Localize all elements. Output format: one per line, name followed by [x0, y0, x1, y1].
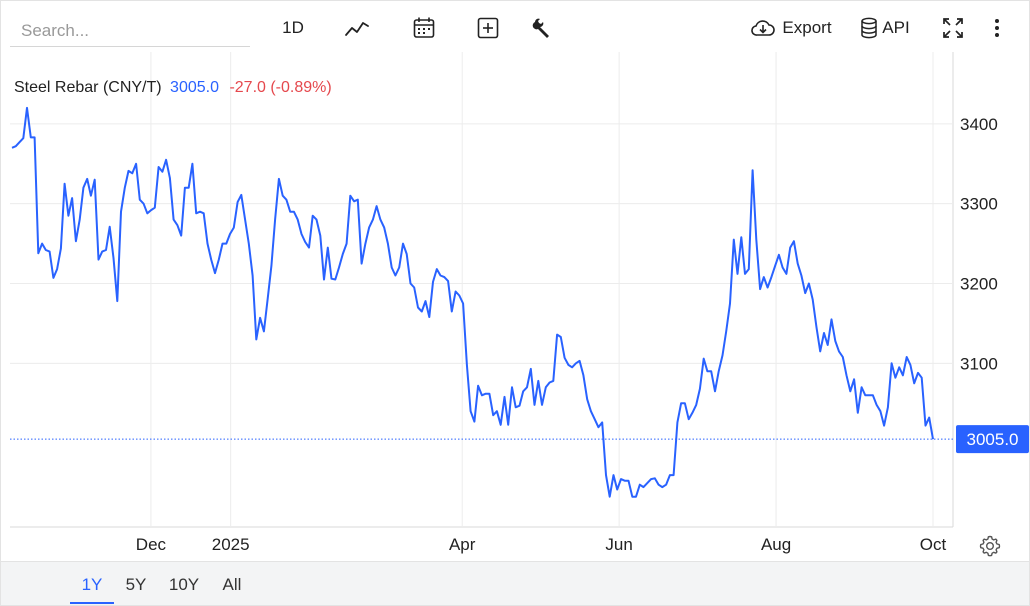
api-label: API: [882, 18, 910, 37]
y-tick-label: 3300: [960, 195, 998, 214]
x-tick-label: Apr: [449, 535, 476, 554]
x-tick-label: 2025: [212, 535, 250, 554]
x-tick-label: Jun: [605, 535, 632, 554]
range-tab-10y[interactable]: 10Y: [168, 575, 200, 594]
line-chart-icon: [345, 22, 369, 36]
date-range-button[interactable]: [409, 14, 439, 42]
symbol-search[interactable]: [10, 15, 250, 47]
range-tab-all[interactable]: All: [222, 575, 242, 594]
search-input[interactable]: [10, 15, 250, 46]
y-tick-label: 3400: [960, 115, 998, 134]
price-line: [11, 106, 934, 498]
export-button[interactable]: Export: [746, 14, 836, 42]
last-price-badge: [956, 425, 1029, 454]
interval-button[interactable]: 1D: [282, 18, 304, 37]
legend-symbol-name: Steel Rebar (CNY/T): [14, 79, 162, 96]
cloud-download-icon: [751, 20, 776, 36]
legend-price-change: -27.0 (-0.89%): [229, 79, 332, 96]
wrench-icon: [532, 18, 549, 38]
chart-settings-button[interactable]: [978, 534, 1002, 558]
chart-legend: Steel Rebar (CNY/T) 3005.0 -27.0 (-0.89%…: [14, 79, 332, 97]
x-tick-label: Oct: [920, 535, 947, 554]
fullscreen-button[interactable]: [938, 14, 968, 42]
more-vertical-icon: [995, 19, 999, 37]
range-selector: 1Y 5Y 10Y All: [1, 561, 1029, 605]
range-tab-5y[interactable]: 5Y: [125, 575, 147, 594]
add-comparison-button[interactable]: [473, 14, 503, 42]
chart-type-button[interactable]: [342, 14, 372, 42]
calendar-icon: [413, 17, 435, 38]
last-price-label: 3005.0: [967, 430, 1019, 449]
x-tick-label: Dec: [136, 535, 167, 554]
range-tab-1y[interactable]: 1Y: [70, 562, 114, 604]
gear-icon: [979, 535, 1001, 557]
y-tick-label: 3100: [960, 354, 998, 373]
api-button[interactable]: API: [856, 14, 914, 42]
database-icon: [861, 17, 878, 39]
x-tick-label: Aug: [761, 535, 791, 554]
export-label: Export: [782, 18, 832, 37]
legend-last-price: 3005.0: [170, 79, 219, 96]
plus-box-icon: [477, 17, 499, 39]
indicators-button[interactable]: [528, 14, 558, 42]
fullscreen-icon: [943, 18, 963, 38]
more-menu-button[interactable]: [983, 14, 1011, 42]
y-tick-label: 3200: [960, 275, 998, 294]
